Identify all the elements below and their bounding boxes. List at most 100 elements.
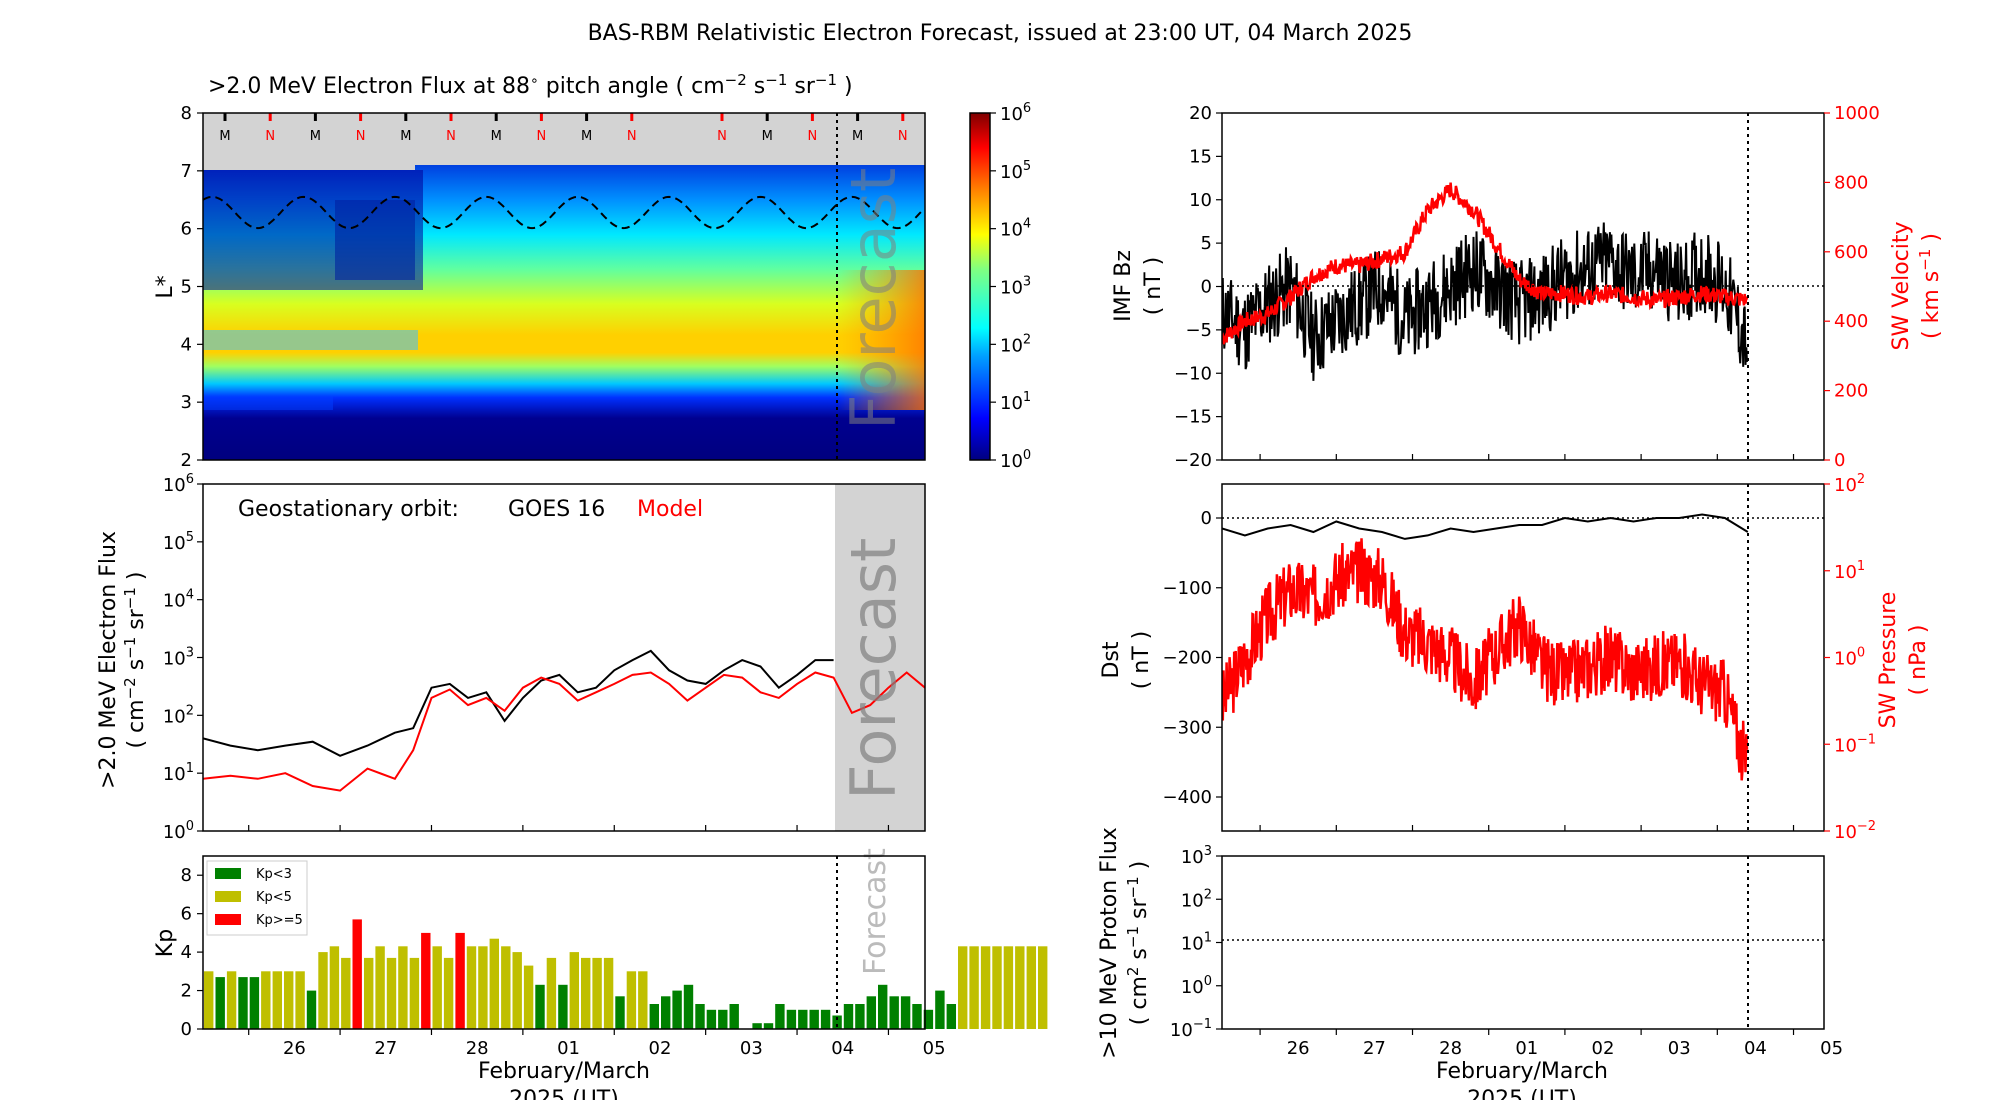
lstar-title: >2.0 MeV Electron Flux at 88∘ pitch angl… [208, 71, 853, 99]
kp-bar [364, 957, 374, 1029]
lstar-marker-label: N [808, 129, 818, 144]
proton-xtick-label: 03 [1668, 1038, 1691, 1059]
imf-rtick-label: 1000 [1834, 103, 1880, 124]
tick-label: 105 [1000, 159, 1031, 183]
tick-label: 106 [1000, 101, 1031, 125]
kp-bar [421, 932, 431, 1029]
tick-label: 101 [163, 761, 194, 785]
kp-bar [878, 984, 888, 1029]
lstar-marker-label: N [898, 129, 908, 144]
lstar-early-low-flux [203, 330, 418, 350]
kp-bar [752, 1023, 762, 1029]
kp-bar [923, 1009, 934, 1029]
kp-bar [1003, 946, 1014, 1029]
proton-frame [1221, 855, 1825, 1030]
lstar-ytick-label: 2 [181, 450, 192, 471]
dst-series-line [1222, 513, 1749, 540]
kp-bar [729, 1004, 739, 1029]
kp-bar [489, 938, 499, 1029]
kp-bar [992, 946, 1002, 1029]
tick-label: 10−1 [1170, 1017, 1212, 1041]
forecast-enhancement [838, 270, 925, 410]
kp-bar [1026, 946, 1036, 1029]
kp-bar [603, 957, 614, 1029]
lstar-marker-label: N [356, 129, 366, 144]
kp-bar [969, 946, 979, 1029]
lstar-panel: >2.0 MeV Electron Flux at 88∘ pitch angl… [153, 71, 926, 471]
imf-rlabel-1: SW Velocity [1889, 221, 1914, 350]
dst-ylabel-1: Dst [1099, 641, 1124, 678]
kp-ytick-label: 8 [181, 865, 192, 886]
geo-orbit-line [203, 195, 924, 230]
lstar-marker-label: M [219, 129, 230, 144]
right-xlabel-2: 2025 (UT) [1467, 1087, 1577, 1100]
proton-xtick-label: 28 [1439, 1038, 1462, 1059]
kp-bar [432, 946, 442, 1029]
colorbar-ticks: 100 101 102 103 104 105 106 [990, 101, 1031, 472]
kp-bar [820, 1009, 831, 1029]
kp-bar [592, 957, 602, 1029]
kp-bar [535, 984, 545, 1029]
dst-yaxis: 0 −100 −200 −300 −400 [1163, 508, 1222, 808]
kp-bar [980, 946, 991, 1029]
proton-panel: 103 102 101 100 10−1 26 27 28 01 02 03 04 05 >10 Me… [1097, 827, 1843, 1104]
imf-yaxis-right: 1000 800 600 400 200 0 [1824, 103, 1880, 471]
kp-frame [202, 855, 926, 1030]
tick-label: 104 [163, 588, 194, 612]
kp-bar [958, 946, 968, 1029]
kp-bar [649, 1004, 659, 1029]
kp-bar [386, 957, 397, 1029]
kp-bar [661, 996, 671, 1029]
geo-panel: Forecast Geostationary orbit: GOES 16 Mo… [96, 472, 926, 843]
tick-label: 103 [1000, 275, 1031, 299]
imf-ylabel-1: IMF Bz [1111, 250, 1136, 322]
lstar-marker-label: M [491, 129, 502, 144]
lstar-marker-label: N [627, 129, 637, 144]
tick-label: 100 [1181, 974, 1212, 998]
lstar-marker-label: M [852, 129, 863, 144]
kp-bar [706, 1009, 717, 1029]
lstar-ytick-label: 7 [181, 161, 192, 182]
imf-rlabel-2: ( km s−1 ) [1916, 233, 1944, 339]
kp-ylabel: Kp [153, 929, 178, 957]
kp-bar [466, 946, 477, 1029]
proton-xtick-label: 05 [1820, 1038, 1843, 1059]
kp-ytick-label: 6 [181, 904, 192, 925]
kp-bar [478, 946, 488, 1029]
dst-ylabel-2: ( nT ) [1129, 631, 1154, 690]
dst-ytick-label: −300 [1163, 717, 1212, 738]
lstar-marker-label: N [265, 129, 275, 144]
tick-label: 102 [163, 703, 194, 727]
kp-bar [695, 1004, 705, 1029]
tick-label: 100 [1000, 448, 1031, 472]
geo-ylabel-1: >2.0 MeV Electron Flux [96, 531, 121, 789]
imf-rtick-label: 600 [1834, 242, 1868, 263]
imf-panel: 20 15 10 5 0 −5 −10 −15 −20 1000 800 600 400 200 0 IM… [1111, 103, 1944, 471]
kp-bars [204, 919, 1048, 1029]
tick-label: 100 [1834, 646, 1865, 670]
kp-forecast-label: Forecast [858, 848, 893, 975]
kp-bar [284, 971, 294, 1029]
kp-bar [318, 952, 328, 1029]
proton-xtick-label: 26 [1287, 1038, 1310, 1059]
kp-bar [398, 946, 408, 1029]
kp-xtick-label: 01 [557, 1038, 580, 1059]
kp-bar [638, 971, 648, 1029]
kp-bar [900, 996, 911, 1029]
tick-label: 103 [1181, 844, 1212, 868]
proton-xaxis: 26 27 28 01 02 03 04 05 [1259, 1029, 1843, 1059]
kp-bar [409, 957, 420, 1029]
kp-xtick-label: 26 [283, 1038, 306, 1059]
kp-legend-swatch-high [215, 914, 241, 925]
lstar-ytick-label: 5 [181, 277, 192, 298]
kp-bar [912, 1004, 922, 1029]
kp-ytick-label: 2 [181, 981, 192, 1002]
tick-label: 101 [1181, 931, 1212, 955]
bz-series-line [1222, 222, 1748, 381]
tick-label: 10−2 [1834, 819, 1876, 843]
kp-bar [866, 996, 876, 1029]
imf-xticks [1259, 454, 1795, 460]
tick-label: 106 [163, 472, 194, 496]
